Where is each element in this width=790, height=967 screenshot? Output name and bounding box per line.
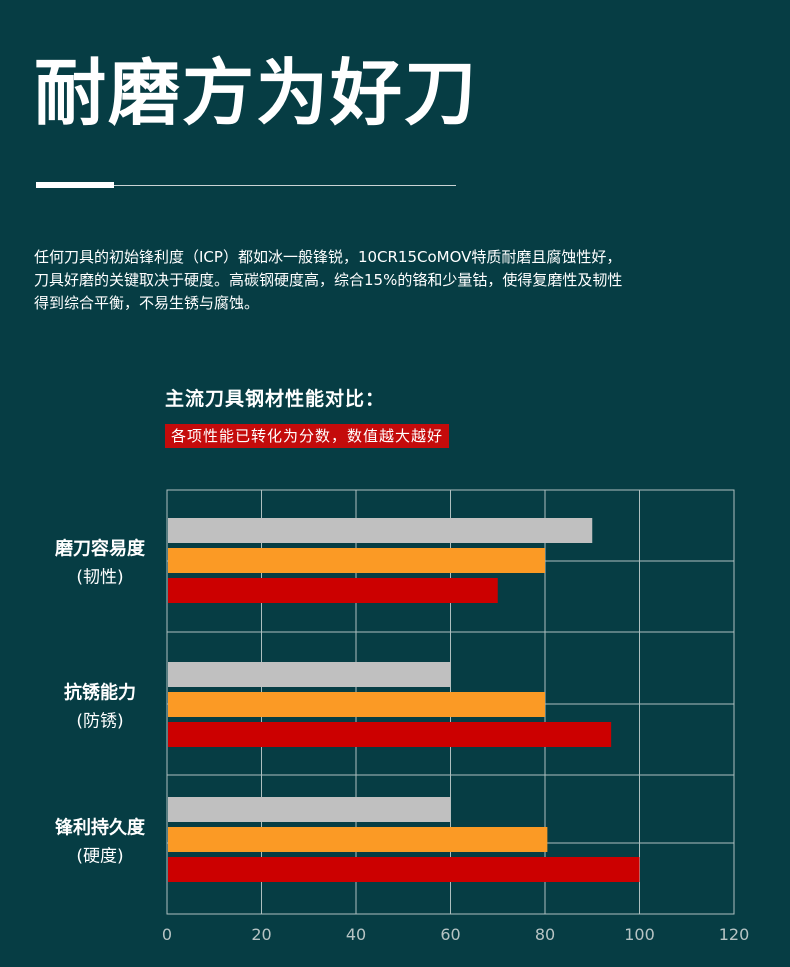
bar-0-2 xyxy=(168,578,498,603)
x-tick-label: 80 xyxy=(535,925,555,944)
x-tick-label: 0 xyxy=(162,925,172,944)
bar-1-2 xyxy=(168,722,612,747)
bar-1-0 xyxy=(168,662,451,687)
description-text: 任何刀具的初始锋利度（ICP）都如冰一般锋锐，10CR15CoMOV特质耐磨且腐… xyxy=(34,248,623,312)
x-tick-label: 20 xyxy=(251,925,271,944)
bar-0-0 xyxy=(168,518,593,543)
bar-0-1 xyxy=(168,548,545,573)
category-label: 锋利持久度 xyxy=(55,817,146,839)
category-label: 抗锈能力 xyxy=(64,682,136,704)
x-tick-label: 40 xyxy=(346,925,366,944)
bar-2-2 xyxy=(168,857,640,882)
x-tick-label: 100 xyxy=(624,925,655,944)
page-title: 耐磨方为好刀 xyxy=(34,51,479,135)
chart-tick-labels: 0 20 40 60 80 100 120 xyxy=(162,925,749,944)
chart-note-badge: 各项性能已转化为分数，数值越大越好 xyxy=(165,424,450,448)
x-tick-label: 60 xyxy=(440,925,460,944)
category-sublabel: (韧性) xyxy=(76,568,123,588)
category-sublabel: (硬度) xyxy=(76,847,123,867)
category-sublabel: (防锈) xyxy=(76,712,123,732)
chart-category-labels: 磨刀容易度 (韧性) 抗锈能力 (防锈) 锋利持久度 (硬度) xyxy=(55,538,146,867)
category-label: 磨刀容易度 xyxy=(55,538,146,560)
bar-1-1 xyxy=(168,692,545,717)
title-divider-accent xyxy=(36,182,114,188)
chart-bars xyxy=(168,518,640,882)
chart-heading: 主流刀具钢材性能对比： xyxy=(165,388,386,410)
bar-2-1 xyxy=(168,827,548,852)
title-divider xyxy=(36,185,456,186)
bar-2-0 xyxy=(168,797,451,822)
x-tick-label: 120 xyxy=(719,925,750,944)
